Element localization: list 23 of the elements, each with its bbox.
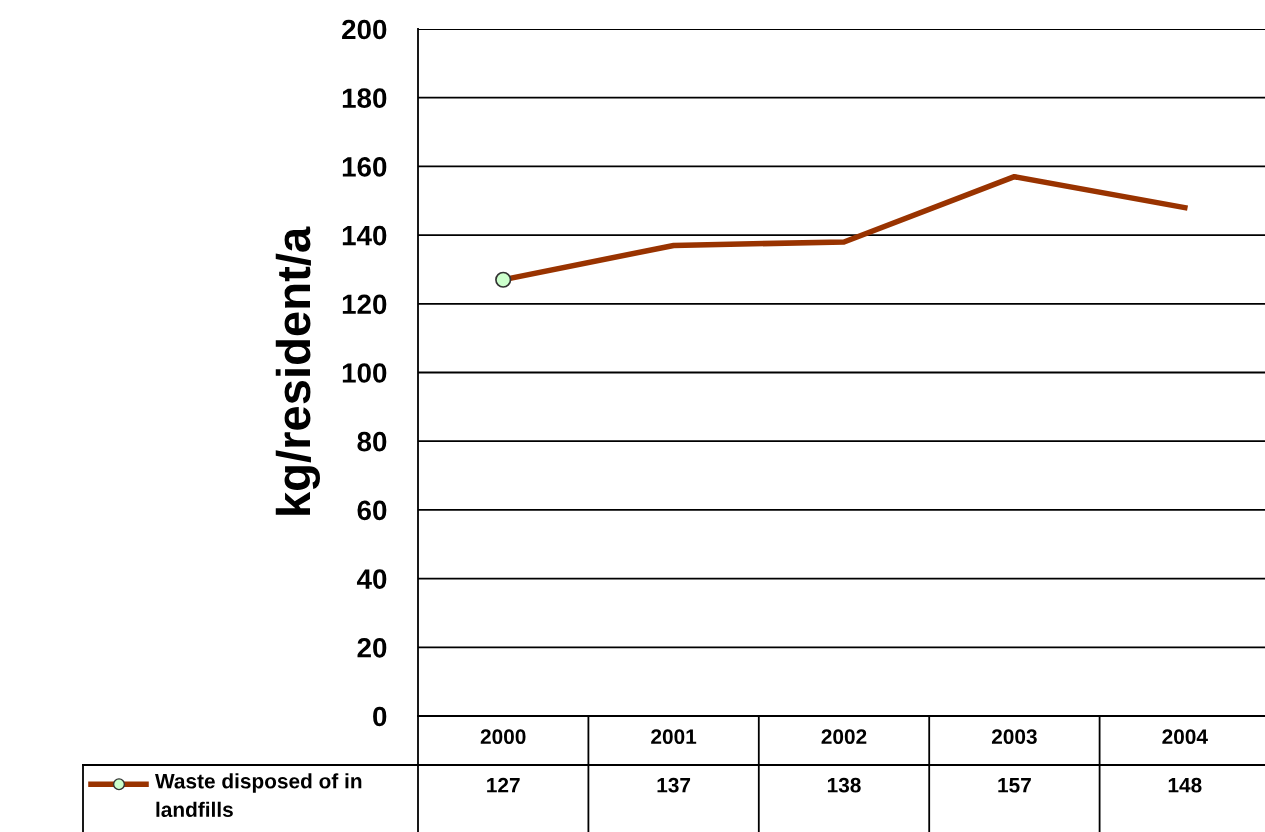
y-tick-label: 0 [373, 706, 387, 727]
y-tick-label: 60 [357, 500, 387, 521]
x-tick-label: 2001 [651, 729, 697, 745]
x-tick-label: 2000 [480, 729, 526, 745]
y-tick-label: 120 [342, 294, 387, 315]
data-label: 137 [657, 777, 691, 793]
x-tick-label: 2004 [1162, 729, 1208, 745]
legend-label: Waste disposed of in landfills [155, 773, 362, 818]
data-label: 157 [998, 778, 1031, 793]
data-label: 148 [1168, 777, 1202, 793]
x-tick-label: 2002 [821, 729, 867, 745]
y-tick-label: 100 [342, 363, 387, 383]
data-label: 127 [487, 777, 520, 793]
y-tick-label: 80 [357, 431, 387, 452]
y-tick-label: 140 [342, 225, 387, 246]
y-axis-title: kg/resident/a [275, 226, 320, 515]
data-label: 138 [827, 777, 861, 793]
y-tick-label: 180 [342, 88, 387, 109]
y-tick-label: 160 [342, 157, 387, 177]
y-tick-label: 20 [357, 637, 387, 658]
y-tick-label: 200 [342, 19, 387, 40]
x-tick-label: 2003 [991, 729, 1037, 745]
y-tick-label: 40 [356, 569, 387, 589]
